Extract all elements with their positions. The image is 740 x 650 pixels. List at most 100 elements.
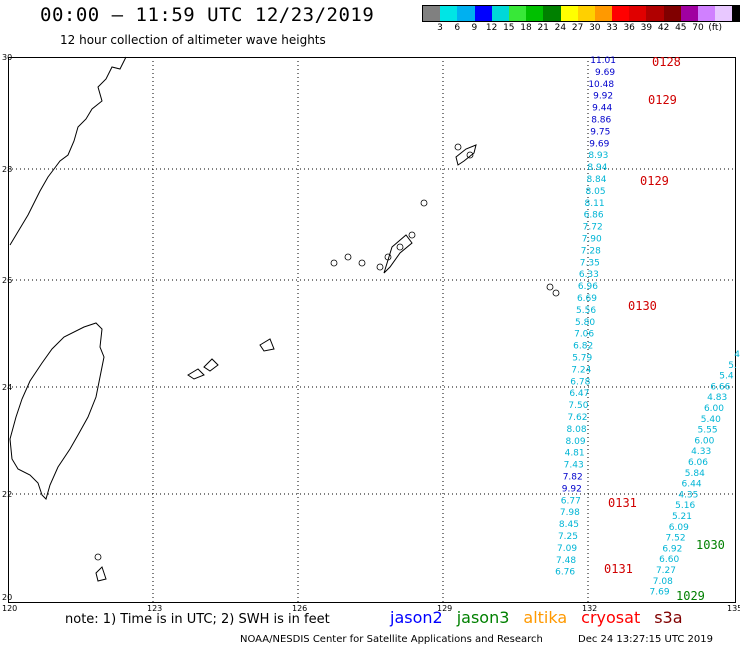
swh-value: 7.35 <box>580 258 600 268</box>
swh-value: 5. <box>728 361 737 371</box>
swh-value: 6.69 <box>577 294 597 304</box>
satellite-jason3: jason3 <box>456 608 510 627</box>
lon-label: 135 <box>727 604 740 613</box>
lon-label: 126 <box>292 604 307 613</box>
lon-label: 129 <box>437 604 452 613</box>
legend-swatch <box>560 6 578 21</box>
swh-value: 8.45 <box>559 520 579 530</box>
swh-value: 7.48 <box>556 556 576 566</box>
legend-swatch <box>423 6 441 21</box>
swh-value: 5.56 <box>576 306 596 316</box>
swh-value: 7.27 <box>656 566 676 576</box>
legend-label: 27 <box>571 23 584 33</box>
swh-value: 6.86 <box>584 211 604 221</box>
swh-value: 11.01 <box>590 56 616 66</box>
island <box>358 259 366 267</box>
swh-value: 8.05 <box>586 187 606 197</box>
swh-value: 5.40 <box>701 415 721 425</box>
lon-label: 132 <box>582 604 597 613</box>
island <box>94 553 102 561</box>
legend-label: 70 <box>692 23 704 33</box>
swh-value: 7.50 <box>568 401 588 411</box>
island <box>408 231 416 239</box>
swh-value: 7.28 <box>581 246 601 256</box>
legend-swatch <box>680 6 698 21</box>
satellite-s3a: s3a <box>654 608 683 627</box>
island <box>466 151 474 159</box>
swh-value: 7.24 <box>571 365 591 375</box>
swh-value: 5.84 <box>685 469 705 479</box>
swh-value: 7.90 <box>582 235 602 245</box>
legend-swatch <box>491 6 509 21</box>
legend-swatch <box>663 6 681 21</box>
legend-swatch <box>440 6 458 21</box>
satellite-legend: jason2 jason3 altika cryosat s3a <box>390 608 697 627</box>
lon-label: 123 <box>147 604 162 613</box>
swh-value: 5.79 <box>572 354 592 364</box>
satellite-cryosat: cryosat <box>581 608 641 627</box>
pass-time-label: 1030 <box>696 538 725 552</box>
island <box>552 289 560 297</box>
swh-value: 6.00 <box>704 404 724 414</box>
swh-value: 8.86 <box>591 116 611 126</box>
swh-value: 9.69 <box>595 68 615 78</box>
pass-time-label: 0130 <box>628 299 657 313</box>
legend-label: 21 <box>537 23 549 33</box>
swh-value: 5.16 <box>675 501 695 511</box>
map-subtitle: 12 hour collection of altimeter wave hei… <box>60 33 326 47</box>
swh-value: 4.35 <box>678 490 698 500</box>
legend-labels: 3 6 9 12 15 18 21 24 27 30 33 36 39 42 45 70 (ft) <box>422 22 740 36</box>
altimeter-map: 30 28 26 24 22 20 120 123 126 129 132 135 11.01 9.69 1… <box>2 53 740 613</box>
swh-value: 8.11 <box>585 199 605 209</box>
swh-value: 6.09 <box>669 523 689 533</box>
swh-value: 7.69 <box>650 588 670 598</box>
swh-value: 6.66 <box>710 382 730 392</box>
island <box>546 283 554 291</box>
island <box>454 143 462 151</box>
lon-label: 120 <box>2 604 17 613</box>
legend-label: 33 <box>606 23 618 33</box>
swh-value: 4.81 <box>565 449 585 459</box>
taiwan-coastline <box>9 322 105 500</box>
swh-value: 8.09 <box>566 437 586 447</box>
satellite-altika: altika <box>523 608 568 627</box>
swh-value: 5.21 <box>672 512 692 522</box>
lat-label: 28 <box>2 165 12 174</box>
swh-value: 6.76 <box>555 568 575 578</box>
island <box>376 263 384 271</box>
legend-swatch <box>457 6 475 21</box>
swh-value: 7.82 <box>563 473 583 483</box>
swh-value: 7.98 <box>560 508 580 518</box>
miyako-island <box>187 368 205 380</box>
swh-value: 6.60 <box>659 555 679 565</box>
swh-value: 6.78 <box>570 377 590 387</box>
legend-label: 30 <box>589 23 601 33</box>
pass-time-label: 0131 <box>608 496 637 510</box>
pass-time-label: 0129 <box>648 93 677 107</box>
swh-value: 6.06 <box>688 458 708 468</box>
swh-value: 7.09 <box>557 544 577 554</box>
island <box>330 259 338 267</box>
legend-swatch <box>577 6 595 21</box>
legend-label: 42 <box>657 23 670 33</box>
pass-time-label: 0128 <box>652 55 681 69</box>
swh-value: 4.33 <box>691 447 711 457</box>
swh-value: 9.44 <box>592 104 612 114</box>
legend-label: (ft) <box>708 23 722 33</box>
swh-value: 8.84 <box>586 175 606 185</box>
color-legend: 3 6 9 12 15 18 21 24 27 30 33 36 39 42 45 70 (ft) <box>422 5 740 36</box>
legend-swatch <box>646 6 664 21</box>
legend-swatch <box>508 6 527 21</box>
map-frame <box>8 57 736 603</box>
lat-label: 20 <box>2 593 12 602</box>
legend-label: 18 <box>520 23 532 33</box>
china-coastline <box>9 56 127 246</box>
swh-value: 5.80 <box>575 318 595 328</box>
lat-label: 24 <box>2 383 12 392</box>
batanes-island <box>95 566 107 582</box>
swh-value: 6.44 <box>682 480 702 490</box>
legend-label: 36 <box>623 23 635 33</box>
legend-label: 15 <box>503 23 515 33</box>
legend-swatch <box>594 6 613 21</box>
island <box>420 199 428 207</box>
